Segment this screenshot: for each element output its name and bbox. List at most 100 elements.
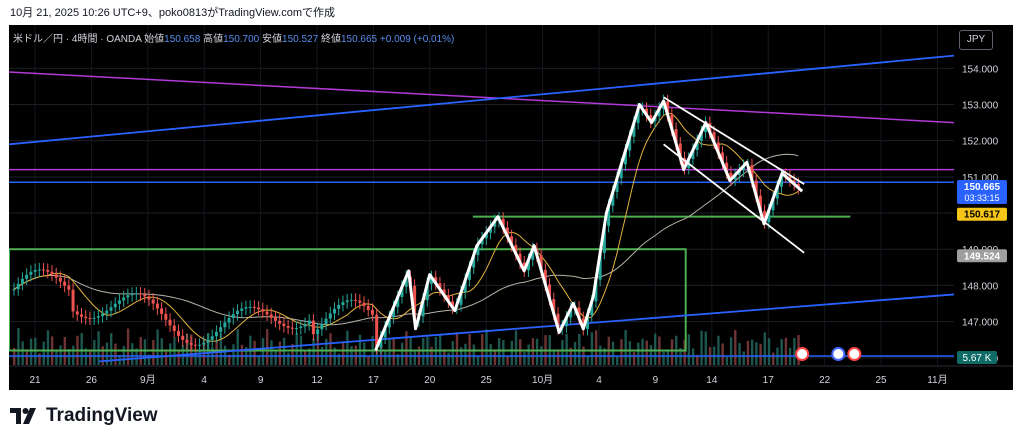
volume-bar bbox=[734, 330, 737, 365]
candle bbox=[564, 317, 568, 327]
support-zone bbox=[9, 248, 687, 352]
volume-bar bbox=[156, 329, 159, 365]
close-label: 終値 bbox=[320, 34, 341, 45]
volume-bar bbox=[447, 352, 450, 365]
candle bbox=[139, 293, 143, 295]
candle bbox=[775, 186, 779, 199]
candle bbox=[58, 277, 62, 282]
low-value: 150.527 bbox=[282, 34, 319, 45]
currency-button[interactable]: JPY bbox=[959, 30, 993, 50]
y-axis-tick-label: 151.000 bbox=[962, 173, 999, 184]
volume-bar bbox=[535, 338, 539, 365]
volume-bar bbox=[493, 349, 497, 365]
open-label: 始値 bbox=[144, 34, 165, 45]
volume-bar bbox=[131, 343, 134, 365]
candle bbox=[236, 310, 240, 315]
candle bbox=[569, 308, 573, 318]
volume-bar bbox=[392, 338, 395, 365]
candle bbox=[160, 308, 164, 314]
candle bbox=[501, 218, 505, 228]
volume-bar bbox=[202, 338, 206, 365]
volume-bar bbox=[594, 330, 598, 365]
candle bbox=[459, 292, 463, 305]
candle bbox=[29, 271, 33, 275]
volume-bar bbox=[341, 342, 345, 365]
trend-line bbox=[99, 293, 955, 363]
volume-bar bbox=[363, 342, 366, 365]
volume-bar bbox=[194, 349, 197, 365]
candle bbox=[20, 278, 24, 284]
candle bbox=[96, 316, 100, 318]
candle bbox=[539, 255, 543, 270]
candle bbox=[42, 269, 46, 271]
candle bbox=[46, 270, 50, 272]
channel-line bbox=[663, 96, 805, 185]
candle bbox=[712, 132, 716, 143]
ohlc-legend: 米ドル／円 · 4時間 · OANDA 始値150.658 高値150.700 … bbox=[13, 30, 454, 45]
volume-bar bbox=[497, 338, 501, 365]
x-axis-tick-label: 14 bbox=[706, 375, 718, 386]
candle bbox=[758, 195, 762, 211]
volume-bar bbox=[219, 333, 223, 365]
candle bbox=[79, 314, 83, 317]
volume-bar bbox=[236, 329, 239, 365]
candle bbox=[767, 210, 771, 223]
volume-bar bbox=[312, 338, 315, 365]
candle bbox=[320, 324, 324, 330]
volume-bar bbox=[329, 333, 332, 365]
candle bbox=[176, 330, 180, 336]
volume-bar bbox=[451, 341, 454, 365]
volume-bar bbox=[578, 334, 581, 365]
volume-bar bbox=[287, 352, 290, 365]
y-axis-tick-label: 152.000 bbox=[962, 137, 999, 148]
candle bbox=[299, 326, 303, 329]
volume-bar bbox=[42, 341, 45, 365]
volume-bar bbox=[21, 341, 24, 365]
volume-bar bbox=[561, 340, 564, 365]
candle bbox=[168, 319, 172, 326]
y-axis-tick-label: 148.000 bbox=[962, 281, 999, 292]
volume-bar bbox=[527, 344, 530, 365]
candle bbox=[231, 314, 235, 319]
volume-bar bbox=[38, 353, 41, 365]
volume-bar bbox=[55, 350, 58, 365]
candle bbox=[737, 170, 741, 175]
candle bbox=[484, 232, 488, 239]
candle bbox=[518, 253, 522, 263]
candle bbox=[67, 285, 71, 290]
countdown-label: 03:33:15 bbox=[964, 193, 999, 203]
candle bbox=[691, 149, 695, 159]
volume-bar bbox=[683, 339, 686, 365]
candle bbox=[543, 269, 547, 285]
volume-bar bbox=[767, 338, 771, 365]
candle bbox=[657, 108, 661, 117]
volume-bar bbox=[261, 338, 265, 365]
candle bbox=[151, 299, 155, 304]
candle bbox=[451, 301, 455, 308]
trend-line bbox=[9, 54, 955, 146]
candlestick-chart[interactable]: 154.000153.000152.000151.000150.000149.0… bbox=[9, 25, 1013, 390]
x-axis-tick-label: 22 bbox=[819, 375, 831, 386]
volume-bar bbox=[750, 339, 754, 365]
candle bbox=[130, 293, 134, 296]
candle bbox=[438, 283, 442, 290]
volume-bar bbox=[523, 351, 526, 365]
volume-bar bbox=[687, 334, 691, 365]
candle bbox=[25, 274, 29, 279]
trend-line bbox=[9, 71, 955, 124]
price-label-box bbox=[957, 249, 1007, 263]
candle bbox=[375, 314, 379, 348]
candle bbox=[581, 318, 585, 329]
chart-area[interactable]: 154.000153.000152.000151.000150.000149.0… bbox=[9, 25, 1013, 390]
low-label: 安値 bbox=[262, 34, 283, 45]
volume-bar bbox=[489, 344, 492, 365]
high-label: 高値 bbox=[203, 34, 224, 45]
candle bbox=[143, 294, 147, 297]
candle bbox=[590, 301, 594, 316]
candle bbox=[362, 302, 366, 306]
candle bbox=[611, 191, 615, 206]
volume-bar bbox=[228, 354, 231, 365]
volume-bar bbox=[552, 350, 556, 365]
candle bbox=[265, 311, 269, 315]
volume-bar bbox=[704, 331, 707, 365]
